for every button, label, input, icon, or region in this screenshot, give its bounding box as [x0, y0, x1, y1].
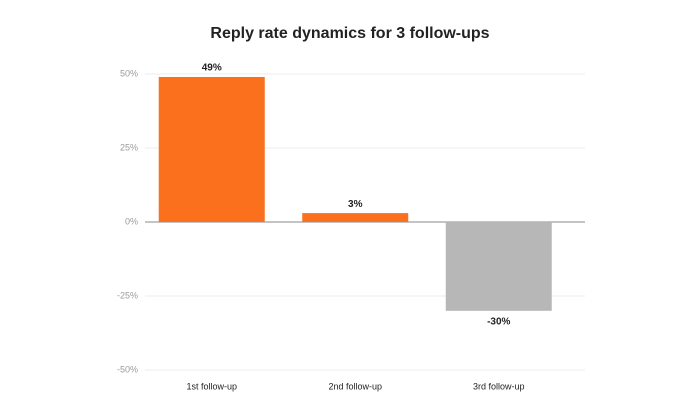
y-tick-label: -25%: [117, 290, 138, 300]
x-tick-label: 1st follow-up: [186, 381, 237, 391]
value-label: 3%: [348, 199, 363, 210]
value-label: -30%: [487, 316, 510, 327]
bar: [445, 222, 552, 311]
y-tick-label: 25%: [120, 142, 138, 152]
y-tick-label: -50%: [117, 364, 138, 374]
bar: [302, 213, 409, 222]
y-tick-label: 50%: [120, 68, 138, 78]
value-label: 49%: [202, 63, 222, 74]
y-tick-label: 0%: [125, 216, 138, 226]
chart-title: Reply rate dynamics for 3 follow-ups: [210, 25, 489, 42]
x-tick-label: 2nd follow-up: [328, 381, 382, 391]
x-tick-label: 3rd follow-up: [473, 381, 525, 391]
bar: [158, 76, 265, 223]
